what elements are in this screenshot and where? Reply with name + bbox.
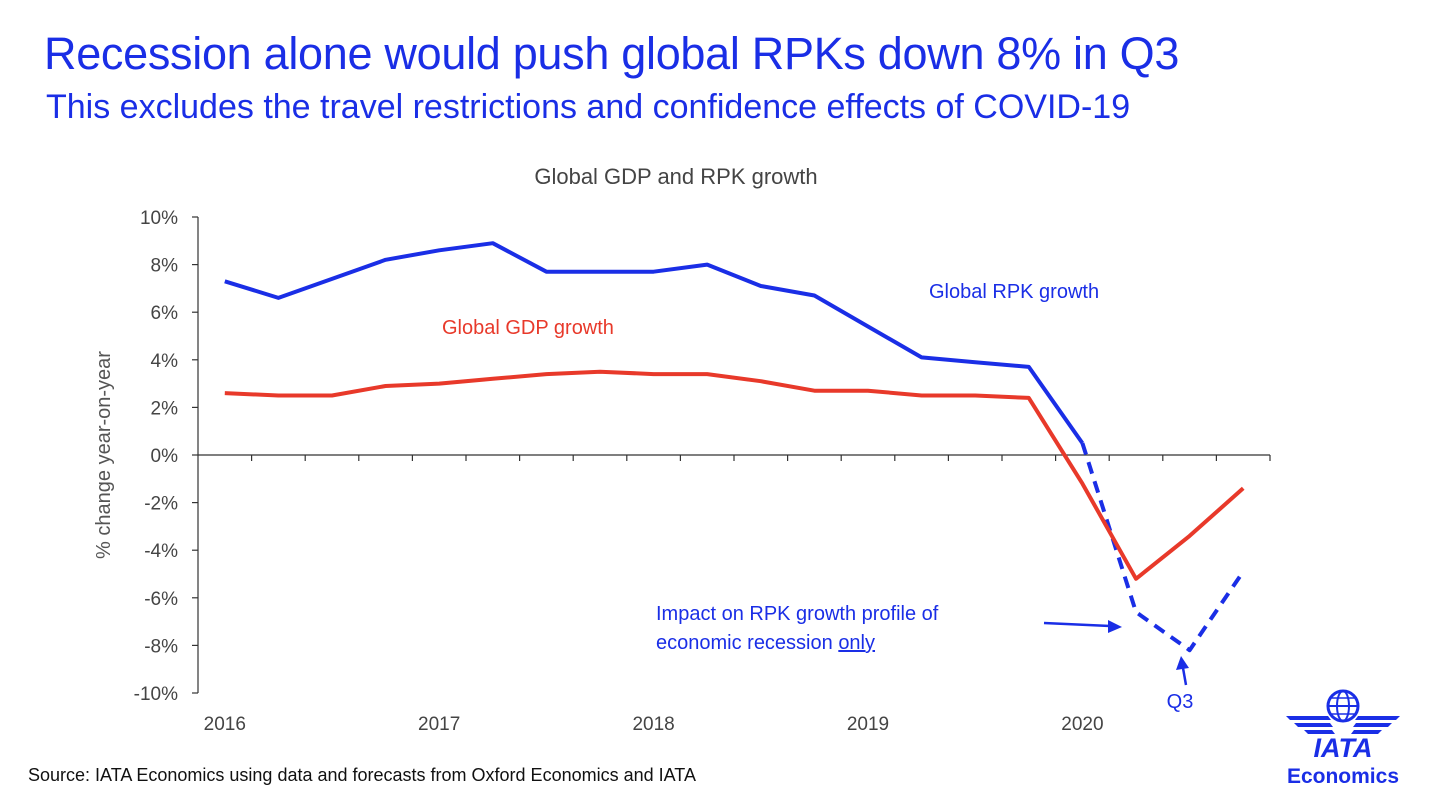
iata-globe-wings-icon [1286, 689, 1400, 734]
x-tick-label: 2016 [204, 714, 246, 735]
y-tick-label: -2% [144, 494, 178, 515]
y-tick-label: 6% [151, 303, 179, 324]
x-tick-label: 2018 [632, 714, 674, 735]
y-tick-label: 8% [151, 256, 179, 277]
y-tick-label: 10% [140, 208, 178, 229]
line-chart: Global GDP and RPK growth % change year-… [93, 164, 1271, 735]
x-tick-label: 2017 [418, 714, 460, 735]
page-subtitle: This excludes the travel restrictions an… [46, 88, 1131, 126]
y-tick-label: -4% [144, 541, 178, 562]
q3-arrow-shaft [1181, 667, 1188, 686]
iata-logo-name: IATA [1314, 733, 1373, 763]
iata-logo-unit: Economics [1287, 765, 1399, 788]
y-tick-label: -8% [144, 636, 178, 657]
q3-arrow-head [1176, 656, 1189, 670]
impact-arrow-shaft [1043, 621, 1111, 628]
impact-annotation-only: only [838, 632, 875, 654]
y-tick-label: -10% [134, 684, 178, 705]
gdp-series-label: Global GDP growth [442, 317, 614, 339]
rpk-recession-impact-line [1080, 442, 1245, 653]
page-title: Recession alone would push global RPKs d… [44, 28, 1180, 79]
x-tick-label: 2019 [847, 714, 889, 735]
x-tick-label: 2020 [1061, 714, 1103, 735]
q3-annotation: Q3 [1167, 691, 1194, 713]
source-note: Source: IATA Economics using data and fo… [28, 765, 696, 785]
y-tick-label: 2% [151, 398, 179, 419]
y-tick-label: 4% [151, 351, 179, 372]
rpk-series-label: Global RPK growth [929, 281, 1099, 303]
impact-annotation-line2: economic recession only [656, 632, 875, 654]
gdp-growth-line [224, 369, 1245, 581]
chart-title: Global GDP and RPK growth [534, 164, 817, 189]
y-tick-label: 0% [151, 446, 179, 467]
impact-annotation-line1: Impact on RPK growth profile of [656, 603, 939, 625]
impact-arrow-head [1108, 620, 1122, 633]
rpk-growth-line [224, 241, 1085, 445]
y-axis-label: % change year-on-year [93, 351, 115, 559]
impact-annotation-prefix: economic recession [656, 632, 838, 654]
y-tick-label: -6% [144, 589, 178, 610]
iata-logo: IATA Economics [1286, 689, 1400, 788]
